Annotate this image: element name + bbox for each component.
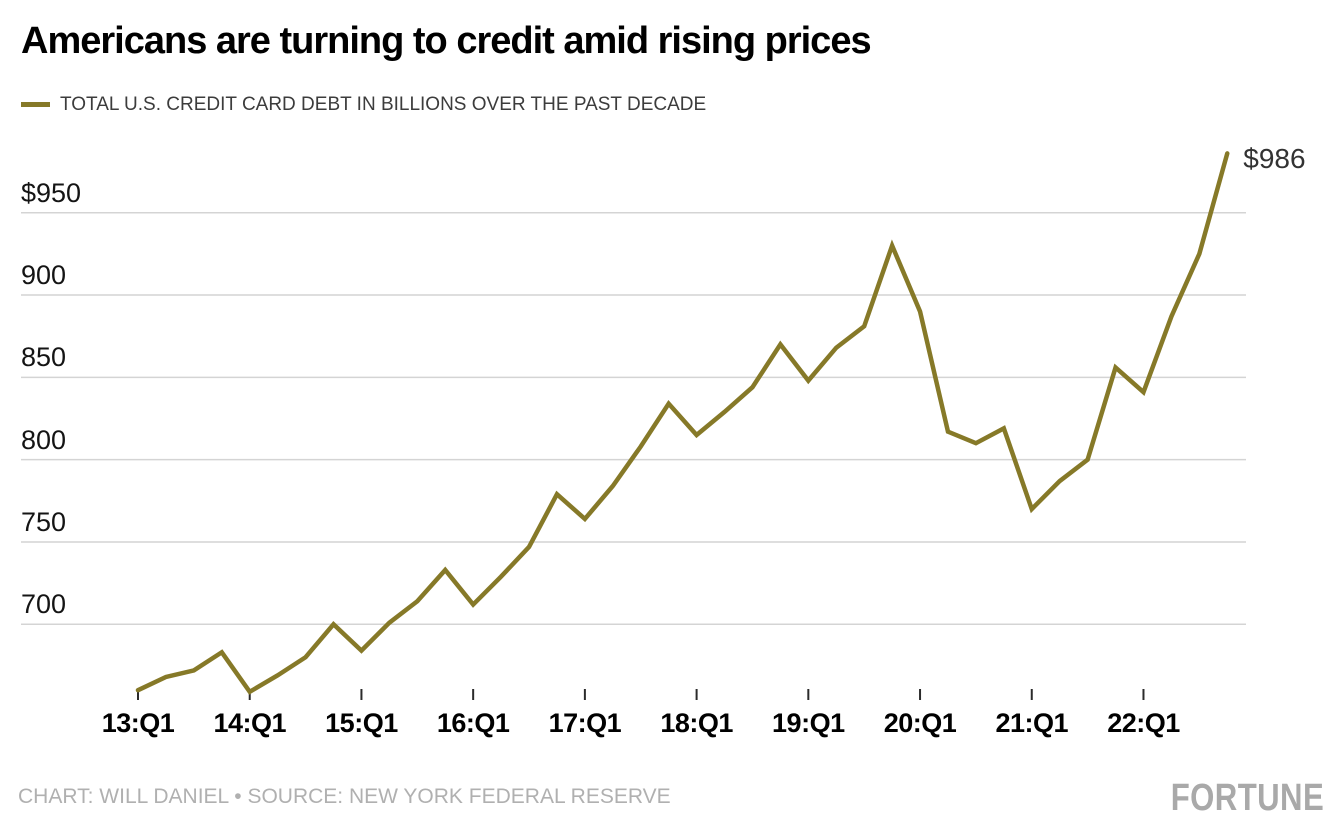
x-tick-label: 14:Q1: [213, 708, 286, 738]
y-tick-label: 700: [21, 589, 67, 620]
debt-line-series: [135, 151, 1230, 695]
legend-label: TOTAL U.S. CREDIT CARD DEBT IN BILLIONS …: [60, 94, 707, 115]
legend: TOTAL U.S. CREDIT CARD DEBT IN BILLIONS …: [21, 94, 706, 116]
end-value-label: $986: [1243, 143, 1306, 175]
y-tick-label: 850: [21, 342, 67, 373]
y-tick-label: 800: [21, 424, 67, 455]
x-tick-label: 22:Q1: [1107, 708, 1180, 738]
fortune-logo: FORTUNE: [1170, 777, 1324, 819]
page-title: Americans are turning to credit amid ris…: [21, 20, 872, 62]
x-tick-label: 18:Q1: [660, 708, 733, 738]
y-tick-label: 750: [21, 506, 67, 537]
footer-credit: CHART: WILL DANIEL • SOURCE: NEW YORK FE…: [18, 785, 671, 808]
x-tick-label: 21:Q1: [995, 708, 1069, 738]
x-tick-label: 20:Q1: [883, 708, 957, 738]
legend-line-swatch-icon: [21, 102, 50, 107]
x-tick-label: 15:Q1: [325, 708, 398, 738]
x-tick-label: 17:Q1: [548, 708, 622, 738]
y-tick-label: $950: [21, 177, 82, 208]
x-tick-label: 19:Q1: [772, 708, 845, 738]
x-tick-label: 16:Q1: [436, 708, 510, 738]
y-tick-label: 900: [21, 260, 67, 291]
x-tick-label: 13:Q1: [101, 708, 175, 738]
